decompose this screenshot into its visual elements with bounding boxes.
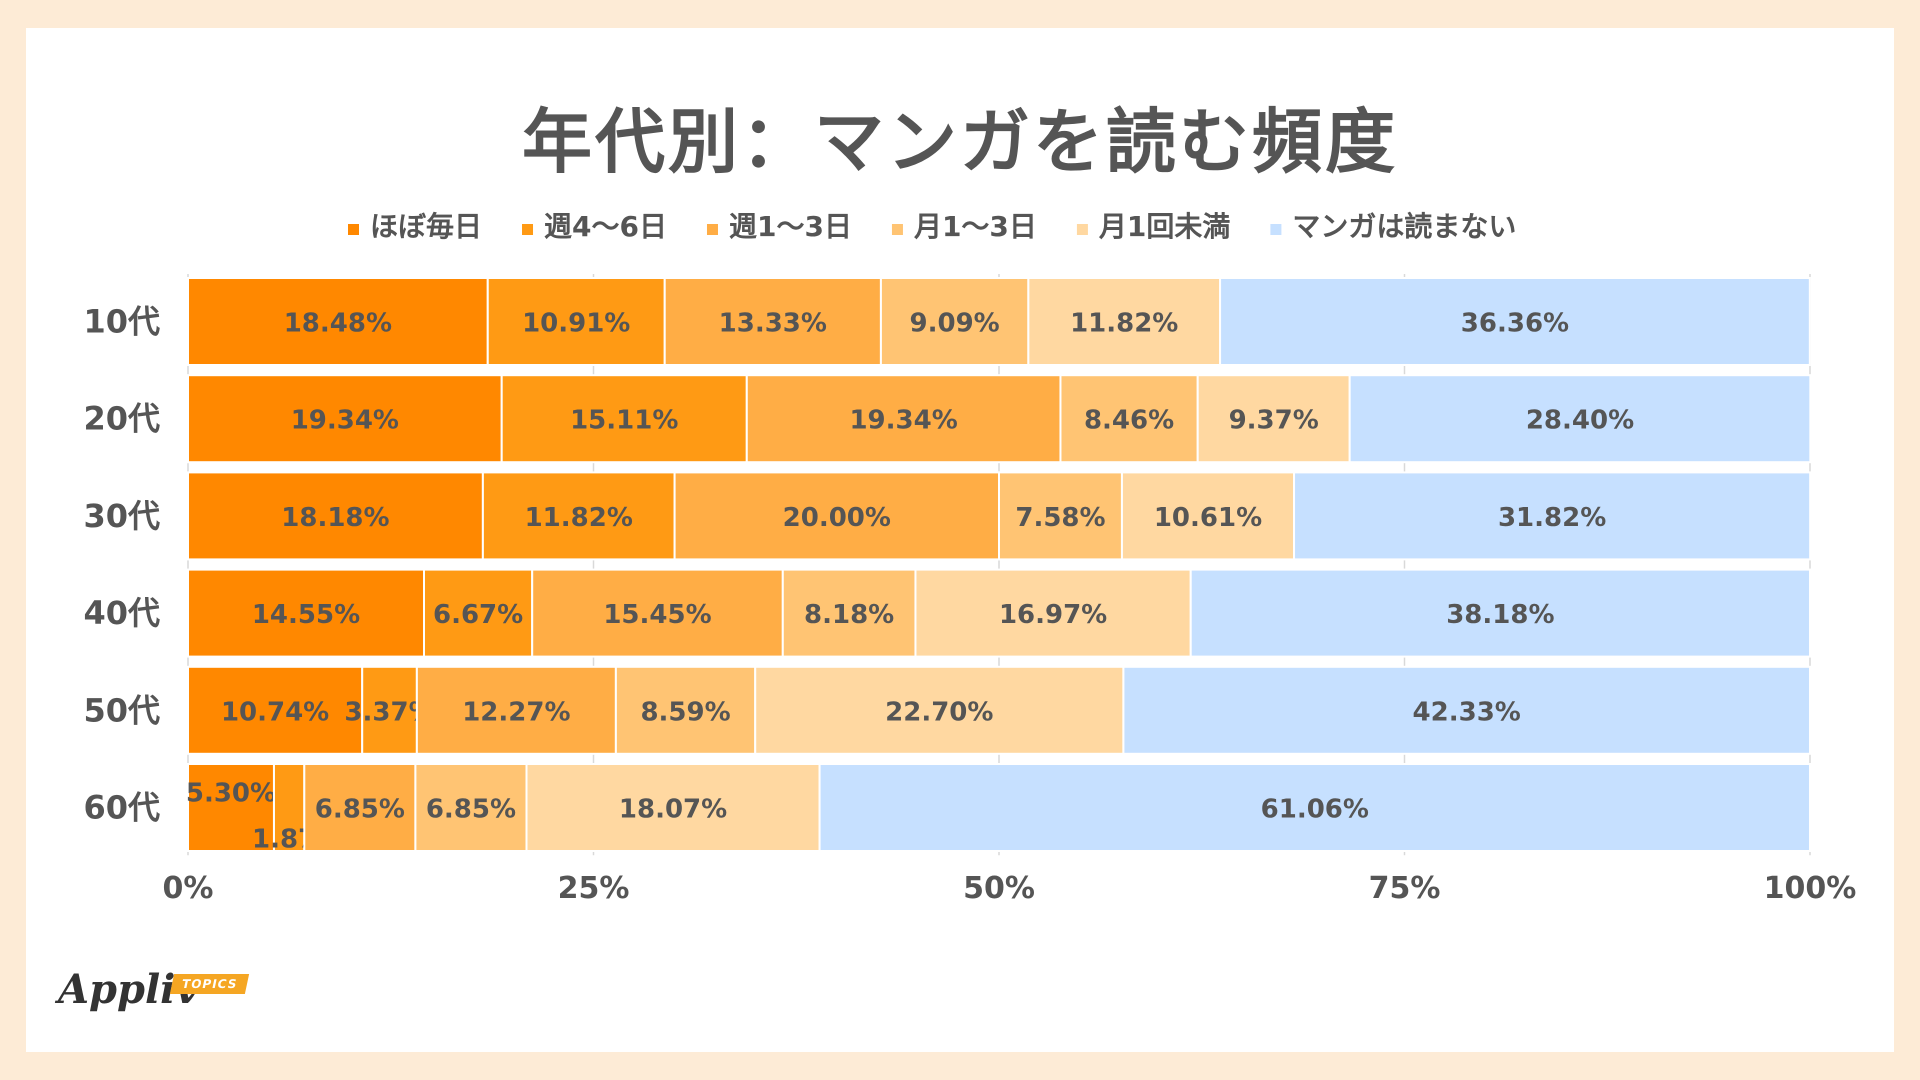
legend-swatch: [706, 224, 718, 235]
data-label: 9.09%: [910, 309, 1000, 339]
data-label: 18.18%: [281, 503, 389, 533]
data-label: 16.97%: [999, 600, 1107, 630]
data-label: 19.34%: [849, 406, 957, 436]
bar-segment: [1293, 471, 1812, 561]
bar-segment: [481, 471, 676, 561]
legend-label: マンガは読まない: [1292, 210, 1516, 243]
data-label: 11.82%: [1070, 309, 1178, 339]
bar-segment: [781, 568, 917, 658]
bar-segment: [1059, 374, 1199, 464]
bar-segment: [673, 471, 1000, 561]
data-label: 28.40%: [1526, 406, 1634, 436]
bar-segment: [1189, 568, 1812, 658]
category-label: 60代: [83, 789, 160, 827]
legend-label: 月1回未満: [1098, 210, 1230, 243]
data-label: 31.82%: [1498, 503, 1606, 533]
data-label: 18.07%: [619, 795, 727, 825]
data-label: 12.27%: [462, 697, 570, 727]
x-tick-label: 75%: [1369, 871, 1441, 906]
x-tick-label: 50%: [963, 871, 1035, 906]
legend-label: ほぼ毎日: [370, 210, 482, 243]
x-tick-label: 100%: [1764, 871, 1857, 906]
bar-segment: [187, 471, 484, 561]
bar-segment: [879, 277, 1030, 366]
data-label: 7.58%: [1015, 503, 1105, 533]
x-tick-label: 0%: [163, 871, 214, 906]
topics-badge: TOPICS: [169, 974, 250, 994]
legend-label: 週4〜6日: [544, 210, 667, 243]
bar-segment: [525, 763, 821, 852]
bar-segment: [1122, 665, 1811, 755]
data-label: 61.06%: [1261, 795, 1369, 825]
data-label: 10.61%: [1154, 503, 1262, 533]
legend-label: 月1〜3日: [913, 210, 1037, 243]
category-label: 20代: [83, 400, 160, 438]
data-label: 42.33%: [1413, 697, 1521, 727]
data-label: 15.45%: [603, 600, 711, 630]
data-label: 9.37%: [1229, 406, 1319, 436]
x-tick-label: 25%: [558, 871, 630, 906]
legend-swatch: [1270, 224, 1282, 235]
category-label: 40代: [83, 594, 160, 632]
bar-segment: [486, 277, 666, 366]
bar-segment: [272, 763, 306, 852]
bar-segment: [754, 665, 1125, 755]
data-label: 8.59%: [640, 697, 730, 727]
chart-title: 年代別：マンガを読む頻度: [522, 101, 1398, 183]
category-label: 50代: [83, 691, 160, 729]
bar-segment: [998, 471, 1123, 561]
legend-swatch: [348, 224, 359, 235]
data-label: 22.70%: [885, 697, 993, 727]
data-label: 38.18%: [1446, 600, 1554, 630]
bar-segment: [415, 665, 617, 755]
data-label: 8.18%: [804, 600, 894, 630]
bar-segment: [614, 665, 757, 755]
bar-segment: [414, 763, 528, 852]
bar-segment: [423, 568, 534, 658]
bar-segment: [1120, 471, 1296, 561]
bar-segment: [1027, 277, 1222, 366]
bar-segment: [1196, 374, 1351, 464]
data-label: 10.74%: [221, 697, 329, 727]
data-label: 15.11%: [570, 406, 678, 436]
legend-swatch: [1076, 224, 1088, 235]
bar-segment: [361, 665, 418, 755]
data-label: 6.67%: [433, 600, 523, 630]
data-label: 5.30%: [186, 779, 276, 809]
data-label: 36.36%: [1461, 309, 1569, 339]
bar-segment: [1348, 374, 1812, 464]
bar-segment: [187, 277, 489, 366]
data-label: 13.33%: [719, 309, 827, 339]
legend-label: 週1〜3日: [729, 210, 852, 243]
data-label: 11.82%: [525, 503, 633, 533]
category-label: 30代: [83, 497, 160, 535]
data-label: 20.00%: [783, 503, 891, 533]
bar-segment: [187, 763, 275, 852]
bar-segment: [818, 763, 1811, 852]
legend-swatch: [891, 224, 903, 235]
category-label: 10代: [83, 303, 160, 341]
data-label: 18.48%: [284, 309, 392, 339]
data-label: 8.46%: [1084, 406, 1174, 436]
data-label: 6.85%: [426, 795, 516, 825]
bar-segment: [745, 374, 1062, 464]
data-label: 19.34%: [291, 406, 399, 436]
bar-segment: [187, 568, 426, 658]
bar-segment: [531, 568, 784, 658]
data-label: 10.91%: [522, 309, 630, 339]
bar-segment: [1219, 277, 1811, 366]
bar-segment: [187, 374, 503, 464]
bar-segment: [914, 568, 1192, 658]
data-label: 14.55%: [252, 600, 360, 630]
bar-segment: [187, 665, 364, 755]
bar-segment: [303, 763, 417, 852]
legend-swatch: [522, 224, 534, 235]
data-label: 6.85%: [315, 795, 405, 825]
